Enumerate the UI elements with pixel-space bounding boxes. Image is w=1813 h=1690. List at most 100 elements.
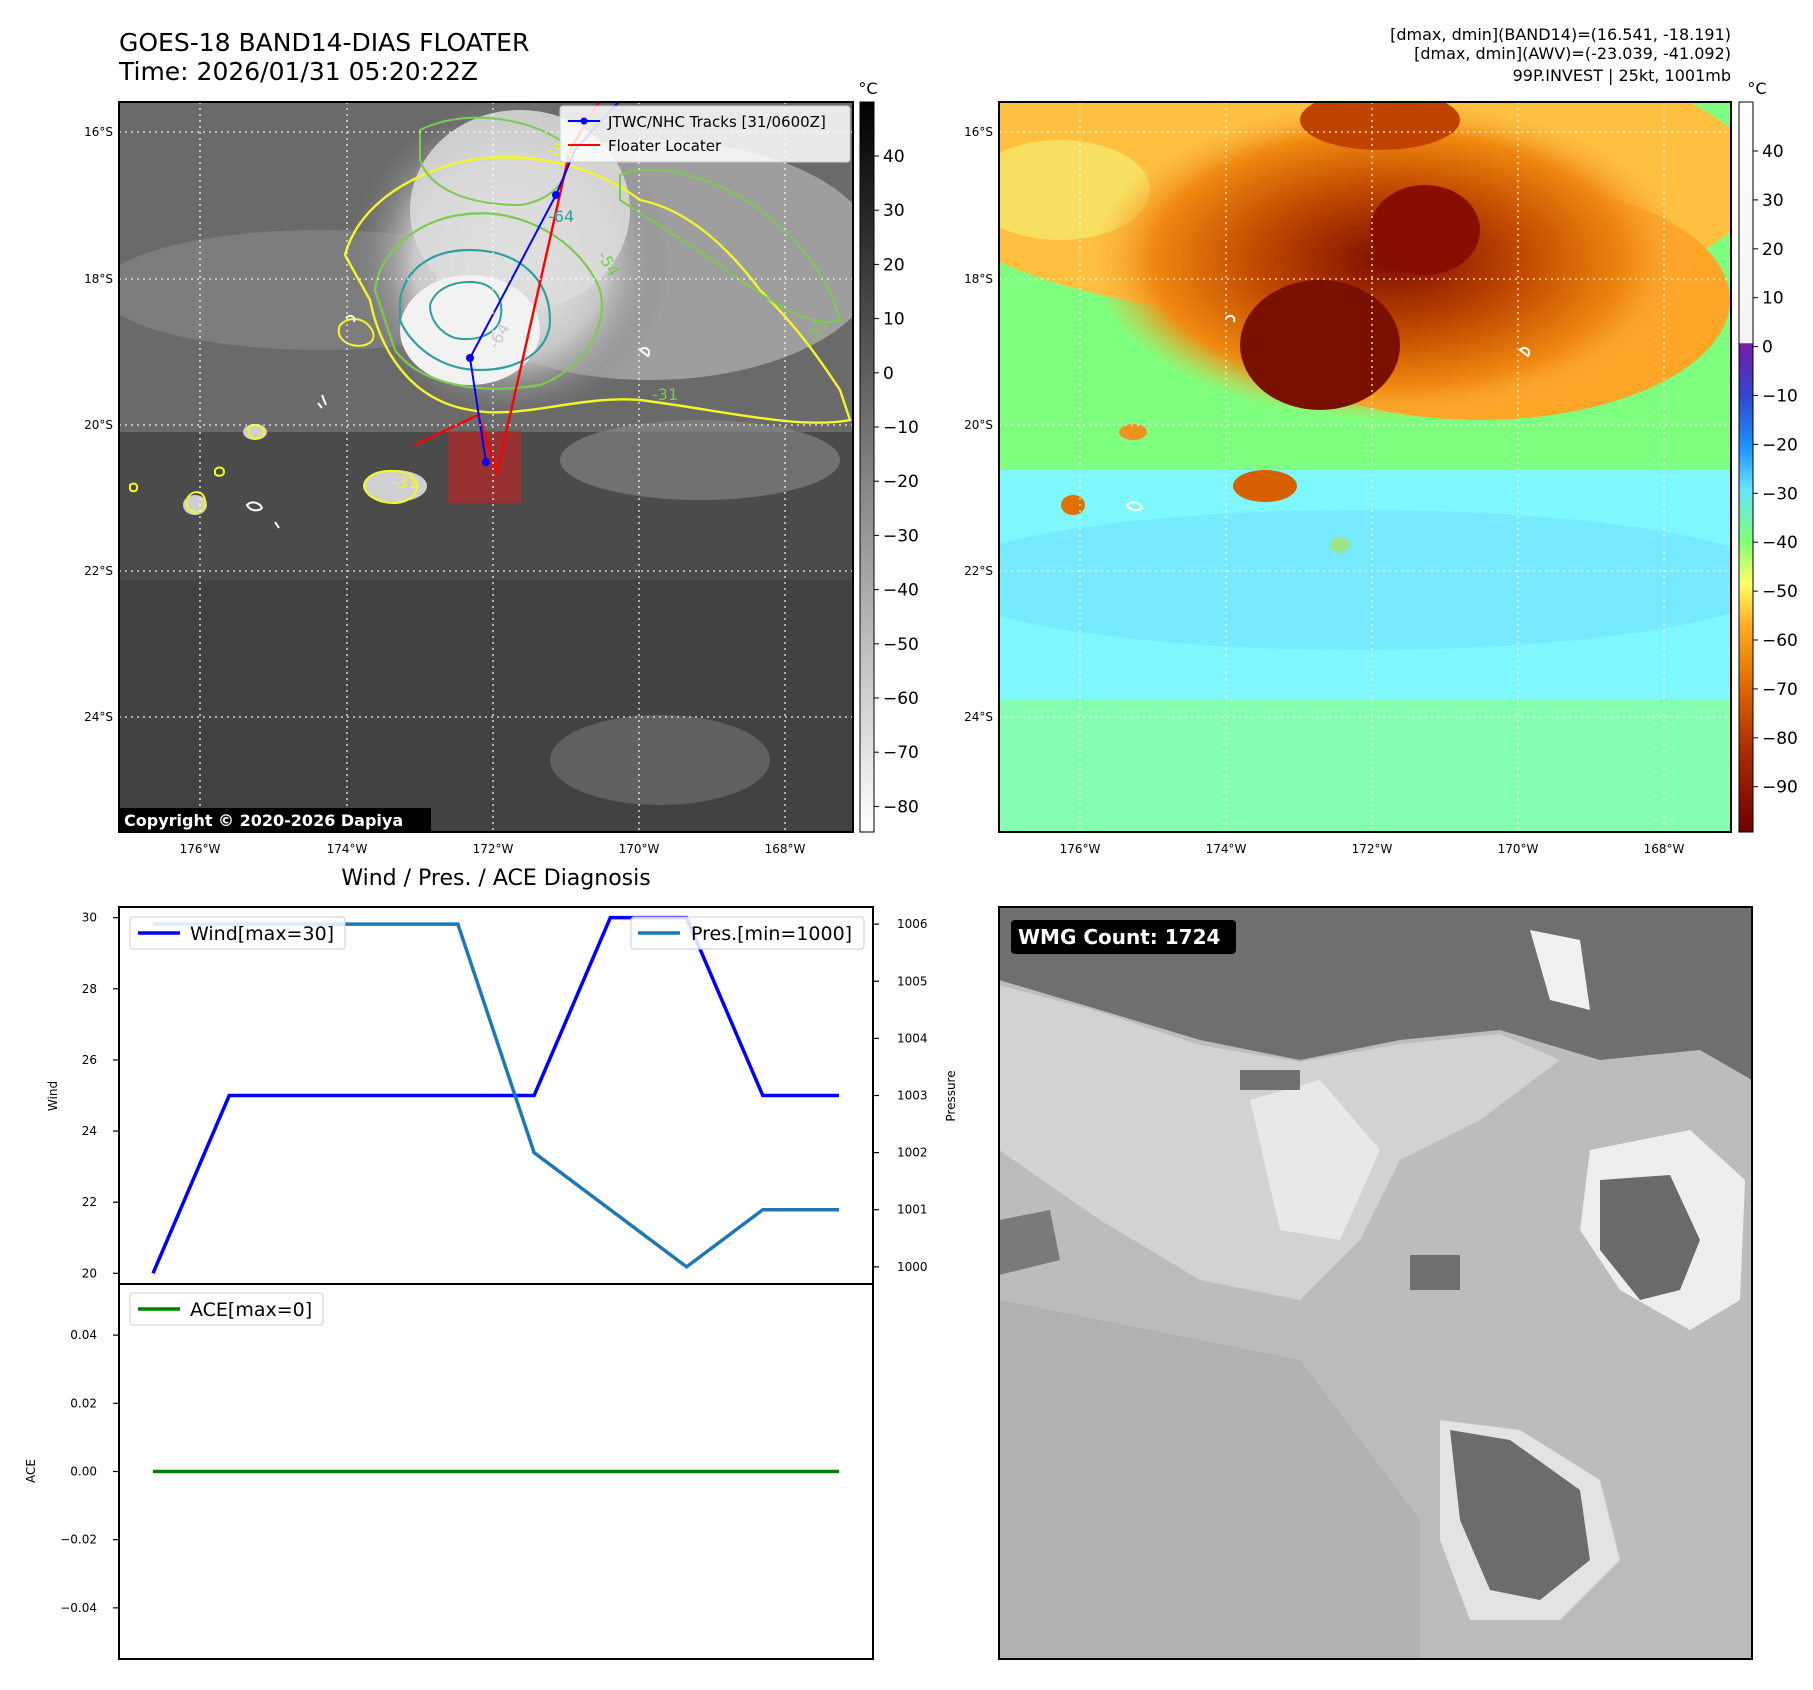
- lon-tick: 168°W: [765, 842, 806, 856]
- ir-colorbar: °C 40 30 20 10 0 −10 −20 −30 −40 −50 −60 −70 −80: [858, 79, 919, 833]
- dias-colorbar: °C 40 30 20 10 0 −10 −20 −30 −40 −50 −60 −70 −80 −90: [1738, 79, 1798, 833]
- colorbar-tick-label: −30: [1762, 484, 1798, 504]
- colorbar-tick-label: 10: [1762, 289, 1784, 309]
- lat-tick: 16°S: [964, 125, 993, 139]
- ace-tick-label: 0.04: [70, 1328, 97, 1342]
- ace-tick-label: 0.00: [70, 1465, 97, 1479]
- info-awv-range: [dmax, dmin](AWV)=(-23.039, -41.092): [1414, 44, 1731, 63]
- lat-tick: 16°S: [84, 125, 113, 139]
- wind-pressure-chart: 20 22 24 26 28 30 1000 1001 1002 1003 1004 1005 100…: [46, 906, 958, 1285]
- figure-time: Time: 2026/01/31 05:20:22Z: [118, 57, 478, 86]
- contour-label: -64: [548, 207, 574, 226]
- colorbar-tick-label: 40: [1762, 142, 1784, 162]
- lon-tick: 170°W: [1498, 842, 1539, 856]
- pressure-tick-label: 1000: [897, 1260, 928, 1274]
- floater-box: [448, 431, 521, 503]
- ace-legend-label: ACE[max=0]: [190, 1299, 312, 1321]
- lat-tick: 22°S: [84, 564, 113, 578]
- ir-colorbar-unit: °C: [858, 79, 877, 98]
- colorbar-tick-label: −40: [1762, 533, 1798, 553]
- pressure-legend: Pres.[min=1000]: [630, 916, 865, 950]
- figure-title: GOES-18 BAND14-DIAS FLOATER: [119, 28, 529, 57]
- wind-tick-label: 30: [82, 911, 97, 925]
- colorbar-tick-label: 10: [883, 310, 905, 330]
- lon-tick: 176°W: [1060, 842, 1101, 856]
- pressure-tick-label: 1005: [897, 974, 928, 988]
- pressure-tick-label: 1004: [897, 1031, 928, 1045]
- colorbar-tick-label: 30: [1762, 191, 1784, 211]
- wind-tick-label: 24: [82, 1124, 97, 1138]
- lon-tick: 176°W: [180, 842, 221, 856]
- lon-tick: 174°W: [1206, 842, 1247, 856]
- lat-tick: 18°S: [964, 272, 993, 286]
- colorbar-tick-label: −50: [883, 635, 919, 655]
- colorbar-tick-label: −30: [883, 526, 919, 546]
- lat-tick: 24°S: [964, 710, 993, 724]
- diagnosis-title: Wind / Pres. / ACE Diagnosis: [341, 866, 650, 891]
- pressure-tick-label: 1002: [897, 1146, 928, 1160]
- ace-axis-label: ACE: [24, 1459, 38, 1483]
- ace-tick-label: −0.04: [60, 1601, 97, 1615]
- wind-axis-label: Wind: [46, 1081, 60, 1111]
- wind-legend: Wind[max=30]: [129, 916, 346, 950]
- colorbar-tick-label: −60: [883, 689, 919, 709]
- colorbar-tick-label: −50: [1762, 582, 1798, 602]
- colorbar-tick-label: 20: [883, 255, 905, 275]
- dias-map: 16°S 18°S 20°S 22°S 24°S 176°W 174°W 172…: [964, 101, 1732, 856]
- ace-chart: 0.04 0.02 0.00 −0.02 −0.04 ACE ACE[max=0]: [24, 1283, 874, 1660]
- pressure-tick-label: 1001: [897, 1203, 928, 1217]
- lat-tick: 20°S: [964, 418, 993, 432]
- colorbar-tick-label: 0: [883, 364, 894, 384]
- colorbar-tick-label: −20: [1762, 435, 1798, 455]
- colorbar-tick-label: −80: [1762, 729, 1798, 749]
- pressure-tick-label: 1006: [897, 917, 928, 931]
- info-band14-range: [dmax, dmin](BAND14)=(16.541, -18.191): [1390, 25, 1731, 44]
- dias-colorbar-unit: °C: [1747, 79, 1766, 98]
- lat-tick: 22°S: [964, 564, 993, 578]
- colorbar-tick-label: −20: [883, 472, 919, 492]
- copyright-label: Copyright © 2020-2026 Dapiya: [124, 811, 403, 830]
- pressure-tick-label: 1003: [897, 1089, 928, 1103]
- contour-label: -31: [652, 385, 678, 404]
- colorbar-tick-label: −60: [1762, 631, 1798, 651]
- lon-tick: 172°W: [1352, 842, 1393, 856]
- wind-tick-label: 26: [82, 1053, 97, 1067]
- pressure-legend-label: Pres.[min=1000]: [691, 923, 852, 945]
- colorbar-tick-label: −70: [1762, 680, 1798, 700]
- lon-tick: 172°W: [473, 842, 514, 856]
- contour-label: -31: [392, 473, 418, 492]
- lon-tick: 168°W: [1644, 842, 1685, 856]
- colorbar-tick-label: −10: [883, 418, 919, 438]
- colorbar-tick-label: −80: [883, 797, 919, 817]
- wind-tick-label: 28: [82, 982, 97, 996]
- pressure-axis-label: Pressure: [944, 1070, 958, 1121]
- ace-tick-label: 0.02: [70, 1396, 97, 1410]
- colorbar-tick-label: 30: [883, 201, 905, 221]
- map-legend: JTWC/NHC Tracks [31/0600Z] Floater Locat…: [559, 105, 851, 163]
- colorbar-tick-label: 20: [1762, 240, 1784, 260]
- colorbar-tick-label: −70: [883, 743, 919, 763]
- wind-legend-label: Wind[max=30]: [190, 923, 334, 945]
- wind-series-line: [151, 915, 839, 1275]
- info-storm: 99P.INVEST | 25kt, 1001mb: [1513, 66, 1731, 85]
- lon-tick: 170°W: [619, 842, 660, 856]
- wmg-count-label: WMG Count: 1724: [1018, 925, 1220, 949]
- wmg-panel: WMG Count: 1724: [998, 906, 1753, 1660]
- ace-legend: ACE[max=0]: [129, 1292, 324, 1326]
- lat-tick: 20°S: [84, 418, 113, 432]
- colorbar-tick-label: −10: [1762, 387, 1798, 407]
- lat-tick: 18°S: [84, 272, 113, 286]
- colorbar-tick-label: −40: [883, 581, 919, 601]
- ace-tick-label: −0.02: [60, 1533, 97, 1547]
- ir-map: -64 -54 -31 -31 -31 -31 -64 JTWC/NHC Tra…: [84, 101, 854, 856]
- colorbar-tick-label: 0: [1762, 338, 1773, 358]
- lat-tick: 24°S: [84, 710, 113, 724]
- legend-floater-label: Floater Locater: [608, 137, 722, 155]
- wind-tick-label: 20: [82, 1266, 97, 1280]
- colorbar-tick-label: 40: [883, 147, 905, 167]
- lon-tick: 174°W: [327, 842, 368, 856]
- colorbar-tick-label: −90: [1762, 778, 1798, 798]
- legend-track-label: JTWC/NHC Tracks [31/0600Z]: [607, 113, 826, 131]
- wind-tick-label: 22: [82, 1195, 97, 1209]
